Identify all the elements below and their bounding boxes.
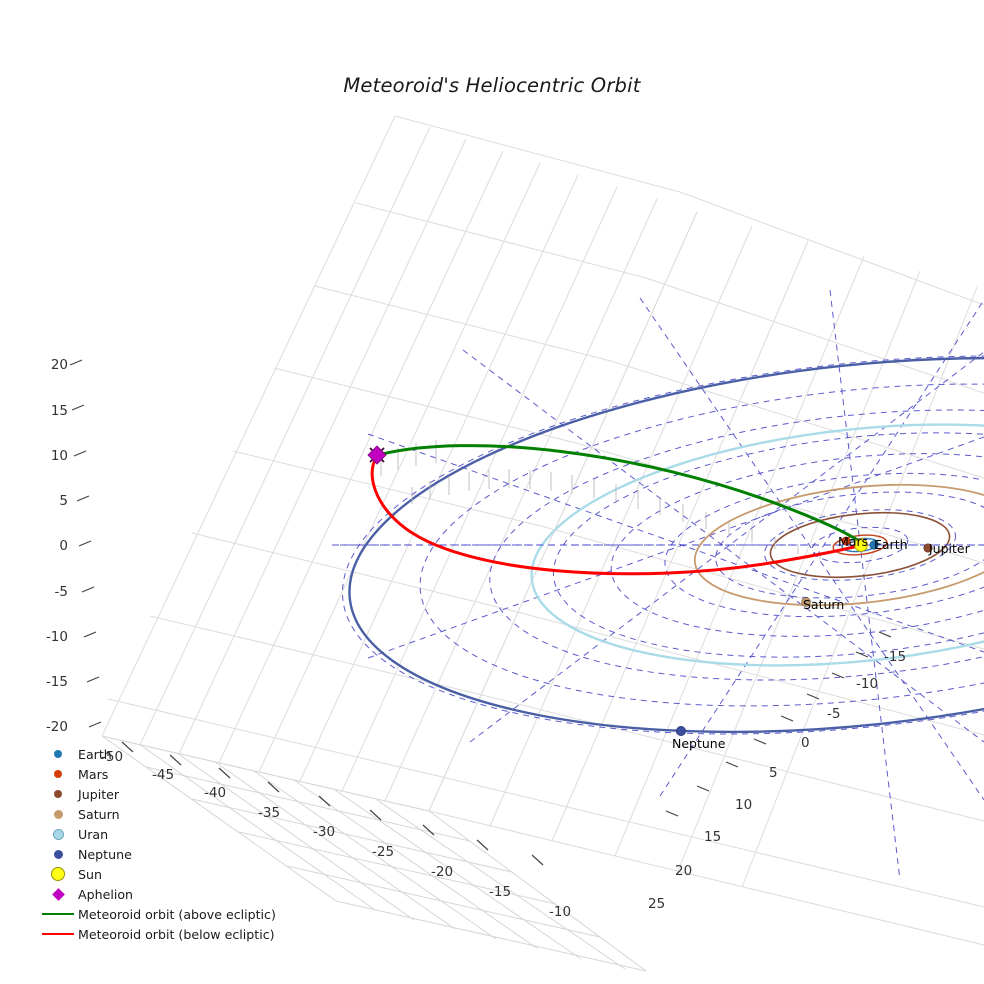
legend-item-jupiter[interactable]: Jupiter bbox=[38, 784, 288, 804]
legend-item-saturn[interactable]: Saturn bbox=[38, 804, 288, 824]
x-tick-label: -45 bbox=[152, 767, 175, 783]
z-tick-label: 20 bbox=[50, 357, 68, 373]
axes-panes bbox=[101, 115, 984, 972]
meteoroid-orbit-above-ecliptic bbox=[376, 444, 864, 545]
x-tick-label: -30 bbox=[313, 824, 336, 840]
z-tick-label: -5 bbox=[54, 584, 68, 600]
uranus-dot-icon bbox=[38, 828, 78, 840]
pane-right bbox=[428, 191, 984, 946]
x-tick-label: -35 bbox=[258, 805, 281, 821]
planet-orbits bbox=[348, 356, 984, 734]
legend-label: Aphelion bbox=[78, 886, 134, 902]
pane-floor bbox=[101, 735, 647, 972]
legend-item-neptune[interactable]: Neptune bbox=[38, 844, 288, 864]
pane-left bbox=[101, 115, 698, 812]
z-tick-label: 0 bbox=[59, 538, 68, 554]
legend-item-sun[interactable]: Sun bbox=[38, 864, 288, 884]
page-title: Meteoroid's Heliocentric Orbit bbox=[343, 74, 641, 97]
earth-label: Earth bbox=[874, 537, 908, 552]
marker-mars bbox=[841, 536, 851, 546]
z-tick-label: -15 bbox=[45, 674, 68, 690]
orbit-stem-lines bbox=[380, 440, 821, 559]
neptune-dot-icon bbox=[38, 849, 78, 859]
y-tick-label: -10 bbox=[856, 676, 879, 692]
legend-item-mars[interactable]: Mars bbox=[38, 764, 288, 784]
y-tick-label: 5 bbox=[769, 765, 778, 781]
legend-label: Uran bbox=[78, 826, 109, 842]
orbit-neptune bbox=[348, 356, 984, 734]
meteoroid-orbit bbox=[370, 444, 864, 576]
legend-item-orbit-below[interactable]: Meteoroid orbit (below ecliptic) bbox=[38, 924, 288, 944]
legend-item-aphelion[interactable]: Aphelion bbox=[38, 884, 288, 904]
earth-dot-icon bbox=[38, 750, 78, 758]
y-tick-label: 20 bbox=[675, 863, 693, 879]
x-tick-label: -50 bbox=[101, 749, 124, 765]
legend: Earth Mars Jupiter Saturn Uran Neptune S… bbox=[38, 744, 288, 944]
sun-dot-icon bbox=[38, 867, 78, 881]
legend-item-orbit-above[interactable]: Meteoroid orbit (above ecliptic) bbox=[38, 904, 288, 924]
y-tick-label: 10 bbox=[735, 797, 753, 813]
legend-item-uranus[interactable]: Uran bbox=[38, 824, 288, 844]
legend-label: Meteoroid orbit (above ecliptic) bbox=[78, 906, 276, 922]
x-tick-label: -20 bbox=[431, 864, 454, 880]
meteoroid-orbit-below-ecliptic bbox=[370, 453, 864, 576]
y-tick-label: 25 bbox=[648, 896, 666, 912]
axis-tick-marks bbox=[69, 359, 892, 866]
jupiter-dot-icon bbox=[38, 789, 78, 799]
z-tick-label: -10 bbox=[45, 629, 68, 645]
orbit-mars bbox=[832, 534, 888, 556]
marker-saturn bbox=[801, 597, 811, 607]
marker-jupiter bbox=[923, 543, 933, 553]
saturn-dot-icon bbox=[38, 809, 78, 819]
legend-label: Sun bbox=[78, 866, 102, 882]
y-tick-label: 15 bbox=[704, 829, 722, 845]
x-tick-label: -15 bbox=[489, 884, 512, 900]
x-tick-label: -10 bbox=[549, 904, 572, 920]
red-line-icon bbox=[38, 932, 78, 936]
y-tick-label: -5 bbox=[827, 706, 841, 722]
z-tick-label: 15 bbox=[50, 403, 68, 419]
neptune-label: Neptune bbox=[672, 736, 726, 751]
marker-sun bbox=[854, 538, 868, 552]
marker-aphelion bbox=[367, 445, 387, 465]
legend-label: Mars bbox=[78, 766, 109, 782]
aphelion-diamond-icon bbox=[38, 887, 78, 901]
legend-label: Meteoroid orbit (below ecliptic) bbox=[78, 926, 275, 942]
marker-neptune bbox=[676, 726, 686, 736]
ecliptic-polar-grid bbox=[340, 289, 984, 881]
y-tick-label: 0 bbox=[801, 735, 810, 751]
x-tick-label: -40 bbox=[204, 785, 227, 801]
z-tick-label: 5 bbox=[59, 493, 68, 509]
orbit-uranus bbox=[530, 423, 984, 667]
x-tick-label: -25 bbox=[372, 844, 395, 860]
legend-label: Neptune bbox=[78, 846, 132, 862]
green-line-icon bbox=[38, 912, 78, 916]
marker-earth bbox=[869, 540, 879, 550]
orbit-saturn bbox=[693, 483, 984, 607]
legend-label: Saturn bbox=[78, 806, 120, 822]
z-tick-label: -20 bbox=[45, 719, 68, 735]
orbit-jupiter bbox=[769, 511, 951, 579]
legend-item-earth[interactable]: Earth bbox=[38, 744, 288, 764]
mars-dot-icon bbox=[38, 770, 78, 778]
legend-label: Jupiter bbox=[78, 786, 120, 802]
jupiter-label: Jupiter bbox=[929, 541, 970, 556]
legend-label: Earth bbox=[78, 746, 112, 762]
body-markers bbox=[367, 445, 933, 736]
z-tick-label: 10 bbox=[50, 448, 68, 464]
saturn-label: Saturn bbox=[803, 597, 845, 612]
mars-label: Mars bbox=[838, 534, 869, 549]
y-tick-label: -15 bbox=[884, 649, 907, 665]
